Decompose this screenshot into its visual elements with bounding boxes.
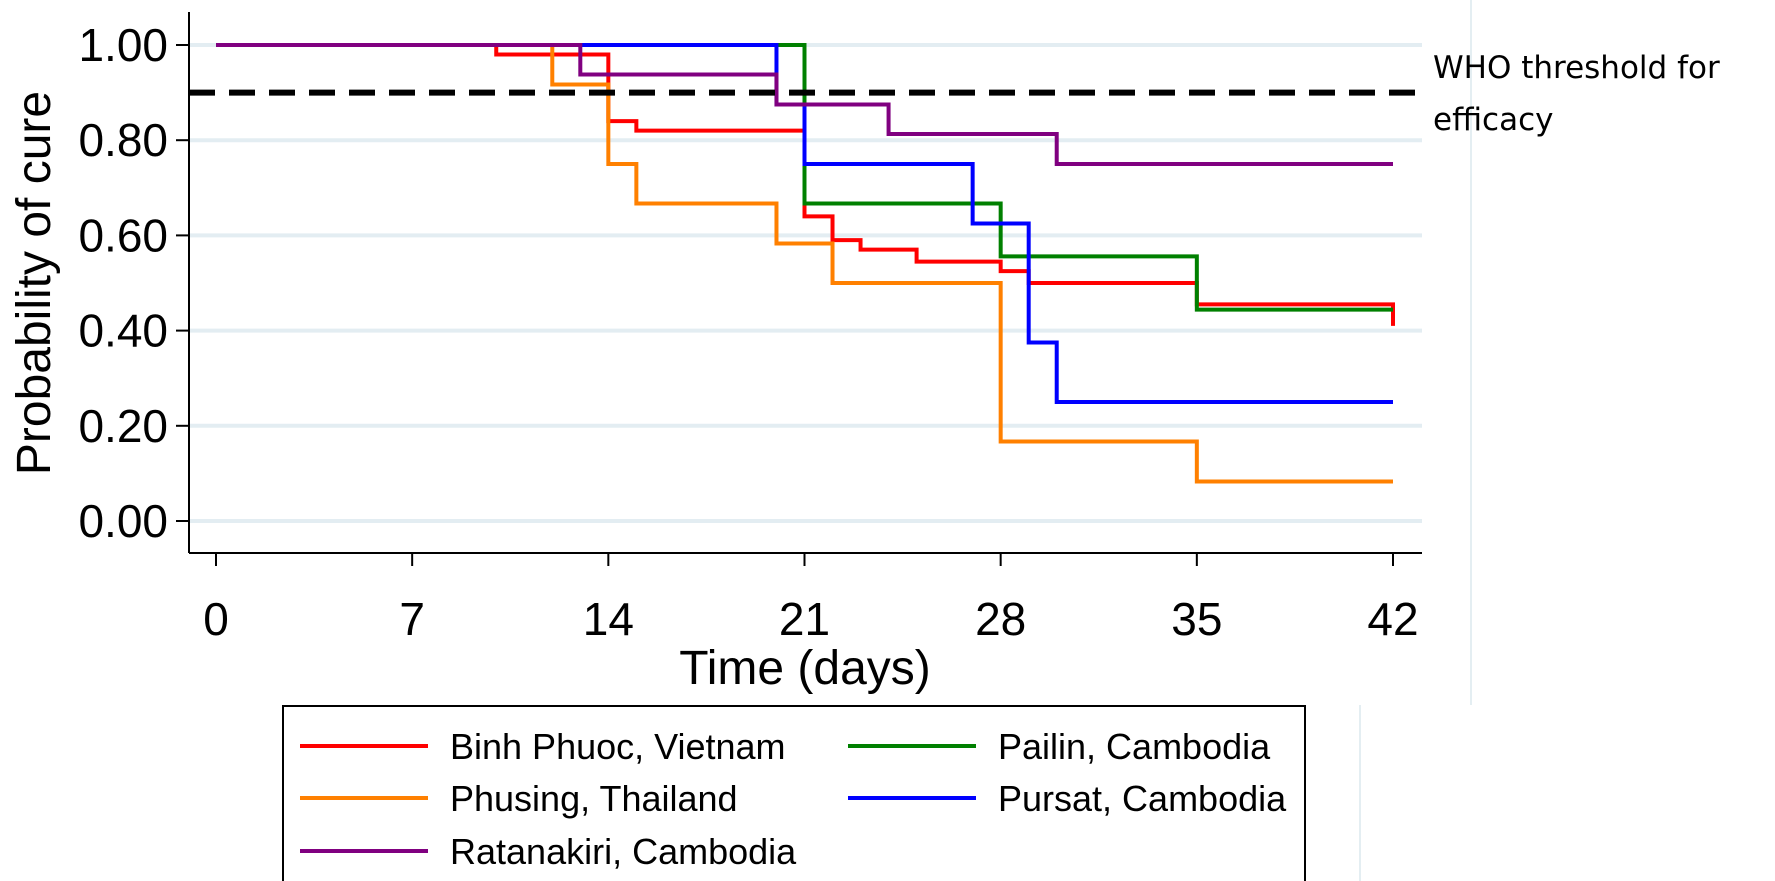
axes: 0.00 0.20 0.40 0.60 0.80 1.00 0 7 14 21 28 35 42 <box>78 12 1422 645</box>
legend: Binh Phuoc, Vietnam Pailin, Cambodia Phusi… <box>282 705 1306 881</box>
x-tick-label-4: 28 <box>975 593 1026 645</box>
y-tick-label-3: 0.60 <box>78 209 168 261</box>
x-tick-label-6: 42 <box>1367 593 1418 645</box>
legend-label-3: Pursat, Cambodia <box>998 778 1287 819</box>
y-tick-label-5: 1.00 <box>78 19 168 71</box>
series-line-2 <box>216 43 1393 484</box>
x-tick-label-1: 7 <box>399 593 425 645</box>
y-tick-label-4: 0.80 <box>78 114 168 166</box>
series-line-4 <box>216 43 1393 166</box>
who-threshold-label: WHO threshold for efficacy <box>1433 50 1730 138</box>
legend-label-0: Binh Phuoc, Vietnam <box>450 726 786 767</box>
x-axis-title: Time (days) <box>679 642 931 695</box>
x-tick-label-2: 14 <box>583 593 634 645</box>
x-tick-label-0: 0 <box>203 593 229 645</box>
x-tick-label-3: 21 <box>779 593 830 645</box>
x-tick-label-5: 35 <box>1171 593 1222 645</box>
y-axis-title: Probability of cure <box>8 91 61 475</box>
series-lines <box>216 43 1395 484</box>
series-line-1 <box>216 43 1393 312</box>
y-tick-label-2: 0.40 <box>78 305 168 357</box>
y-tick-label-0: 0.00 <box>78 495 168 547</box>
legend-label-2: Phusing, Thailand <box>450 778 738 819</box>
legend-label-4: Ratanakiri, Cambodia <box>450 831 797 872</box>
legend-label-1: Pailin, Cambodia <box>998 726 1271 767</box>
legend-box <box>282 705 1306 881</box>
y-tick-label-1: 0.20 <box>78 400 168 452</box>
